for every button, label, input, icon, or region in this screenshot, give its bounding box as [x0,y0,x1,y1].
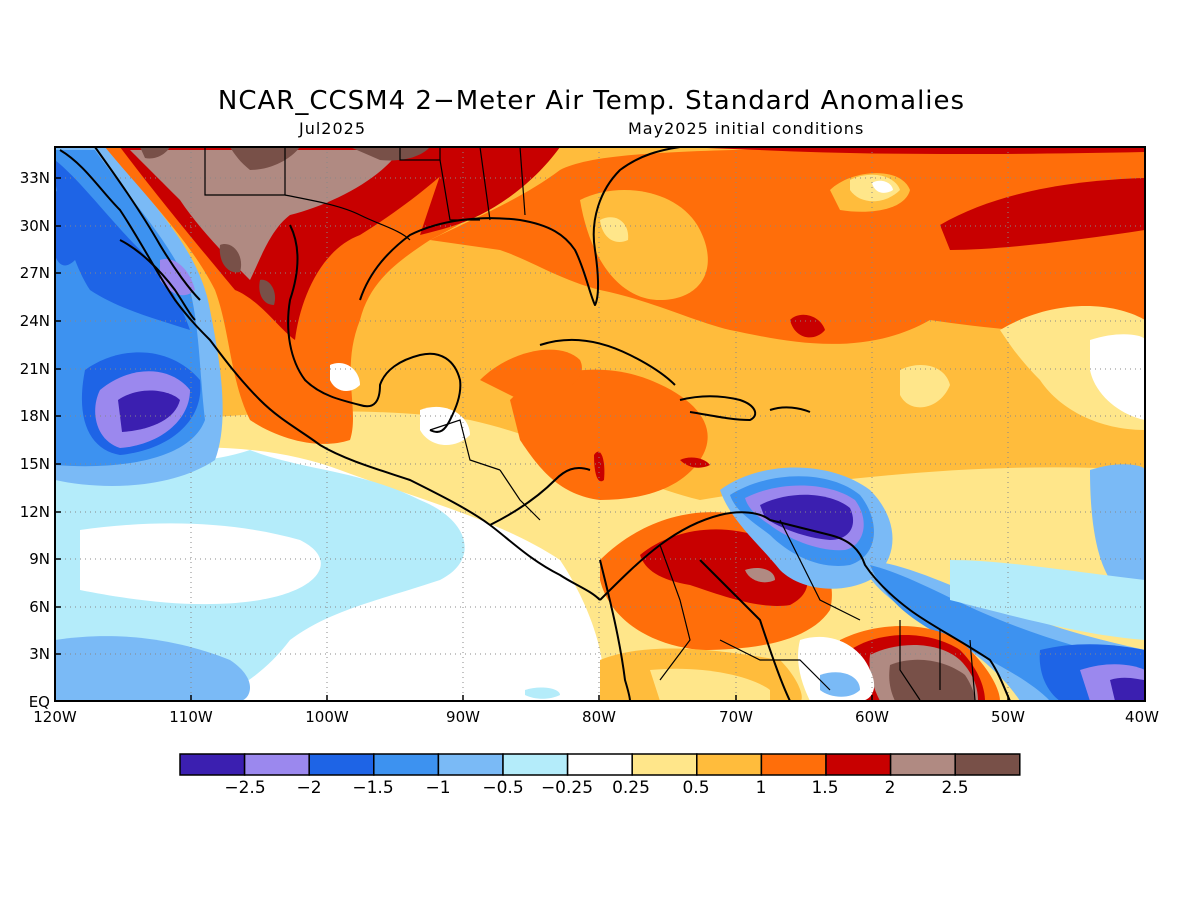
colorbar-swatch [179,753,246,776]
colorbar-swatch [566,753,633,776]
colorbar-swatch [631,753,698,776]
colorbar-label: −1.5 [352,778,393,798]
lon-label-100w: 100W [305,708,349,726]
lat-label-24n: 24N [20,312,50,330]
lat-label-30n: 30N [20,217,50,235]
map-frame [54,146,1146,702]
lon-label-110w: 110W [169,708,213,726]
lat-label-eq: EQ [29,693,50,711]
colorbar-swatch [308,753,375,776]
colorbar-swatch [437,753,504,776]
colorbar-swatch [243,753,310,776]
colorbar-swatch [502,753,569,776]
coastlines [59,147,1011,701]
anomaly-field [55,147,1145,701]
colorbar-label: 1 [756,778,767,798]
graticule [55,147,1145,701]
lat-label-9n: 9N [29,550,50,568]
colorbar-label: 2 [885,778,896,798]
lat-label-12n: 12N [20,503,50,521]
colorbar-label: −2 [296,778,321,798]
colorbar-label: 1.5 [811,778,838,798]
lon-label-90w: 90W [446,708,480,726]
lat-label-21n: 21N [20,360,50,378]
lat-label-15n: 15N [20,455,50,473]
lon-label-50w: 50W [991,708,1025,726]
initial-conditions: May2025 initial conditions [628,119,865,138]
colorbar [179,753,1021,776]
axis-ticks [55,177,1009,701]
colorbar-label: −1 [425,778,450,798]
lon-label-40w: 40W [1125,708,1159,726]
colorbar-swatch [760,753,827,776]
colorbar-label: 0.5 [682,778,709,798]
borders [204,147,976,701]
colorbar-swatch [889,753,956,776]
colorbar-swatch [954,753,1021,776]
lon-label-70w: 70W [719,708,753,726]
colorbar-label: 0.25 [612,778,650,798]
colorbar-label: −0.5 [482,778,523,798]
lon-label-60w: 60W [855,708,889,726]
colorbar-label: −0.25 [541,778,593,798]
colorbar-swatch [373,753,440,776]
colorbar-label: −2.5 [224,778,265,798]
colorbar-swatch [696,753,763,776]
lat-label-6n: 6N [29,598,50,616]
lat-label-33n: 33N [20,169,50,187]
colorbar-swatch [825,753,892,776]
colorbar-label: 2.5 [941,778,968,798]
lat-label-3n: 3N [29,645,50,663]
valid-month: Jul2025 [299,119,367,138]
lon-label-120w: 120W [33,708,77,726]
lon-label-80w: 80W [582,708,616,726]
lat-label-27n: 27N [20,264,50,282]
chart-title: NCAR_CCSM4 2−Meter Air Temp. Standard An… [217,86,966,116]
lat-label-18n: 18N [20,407,50,425]
